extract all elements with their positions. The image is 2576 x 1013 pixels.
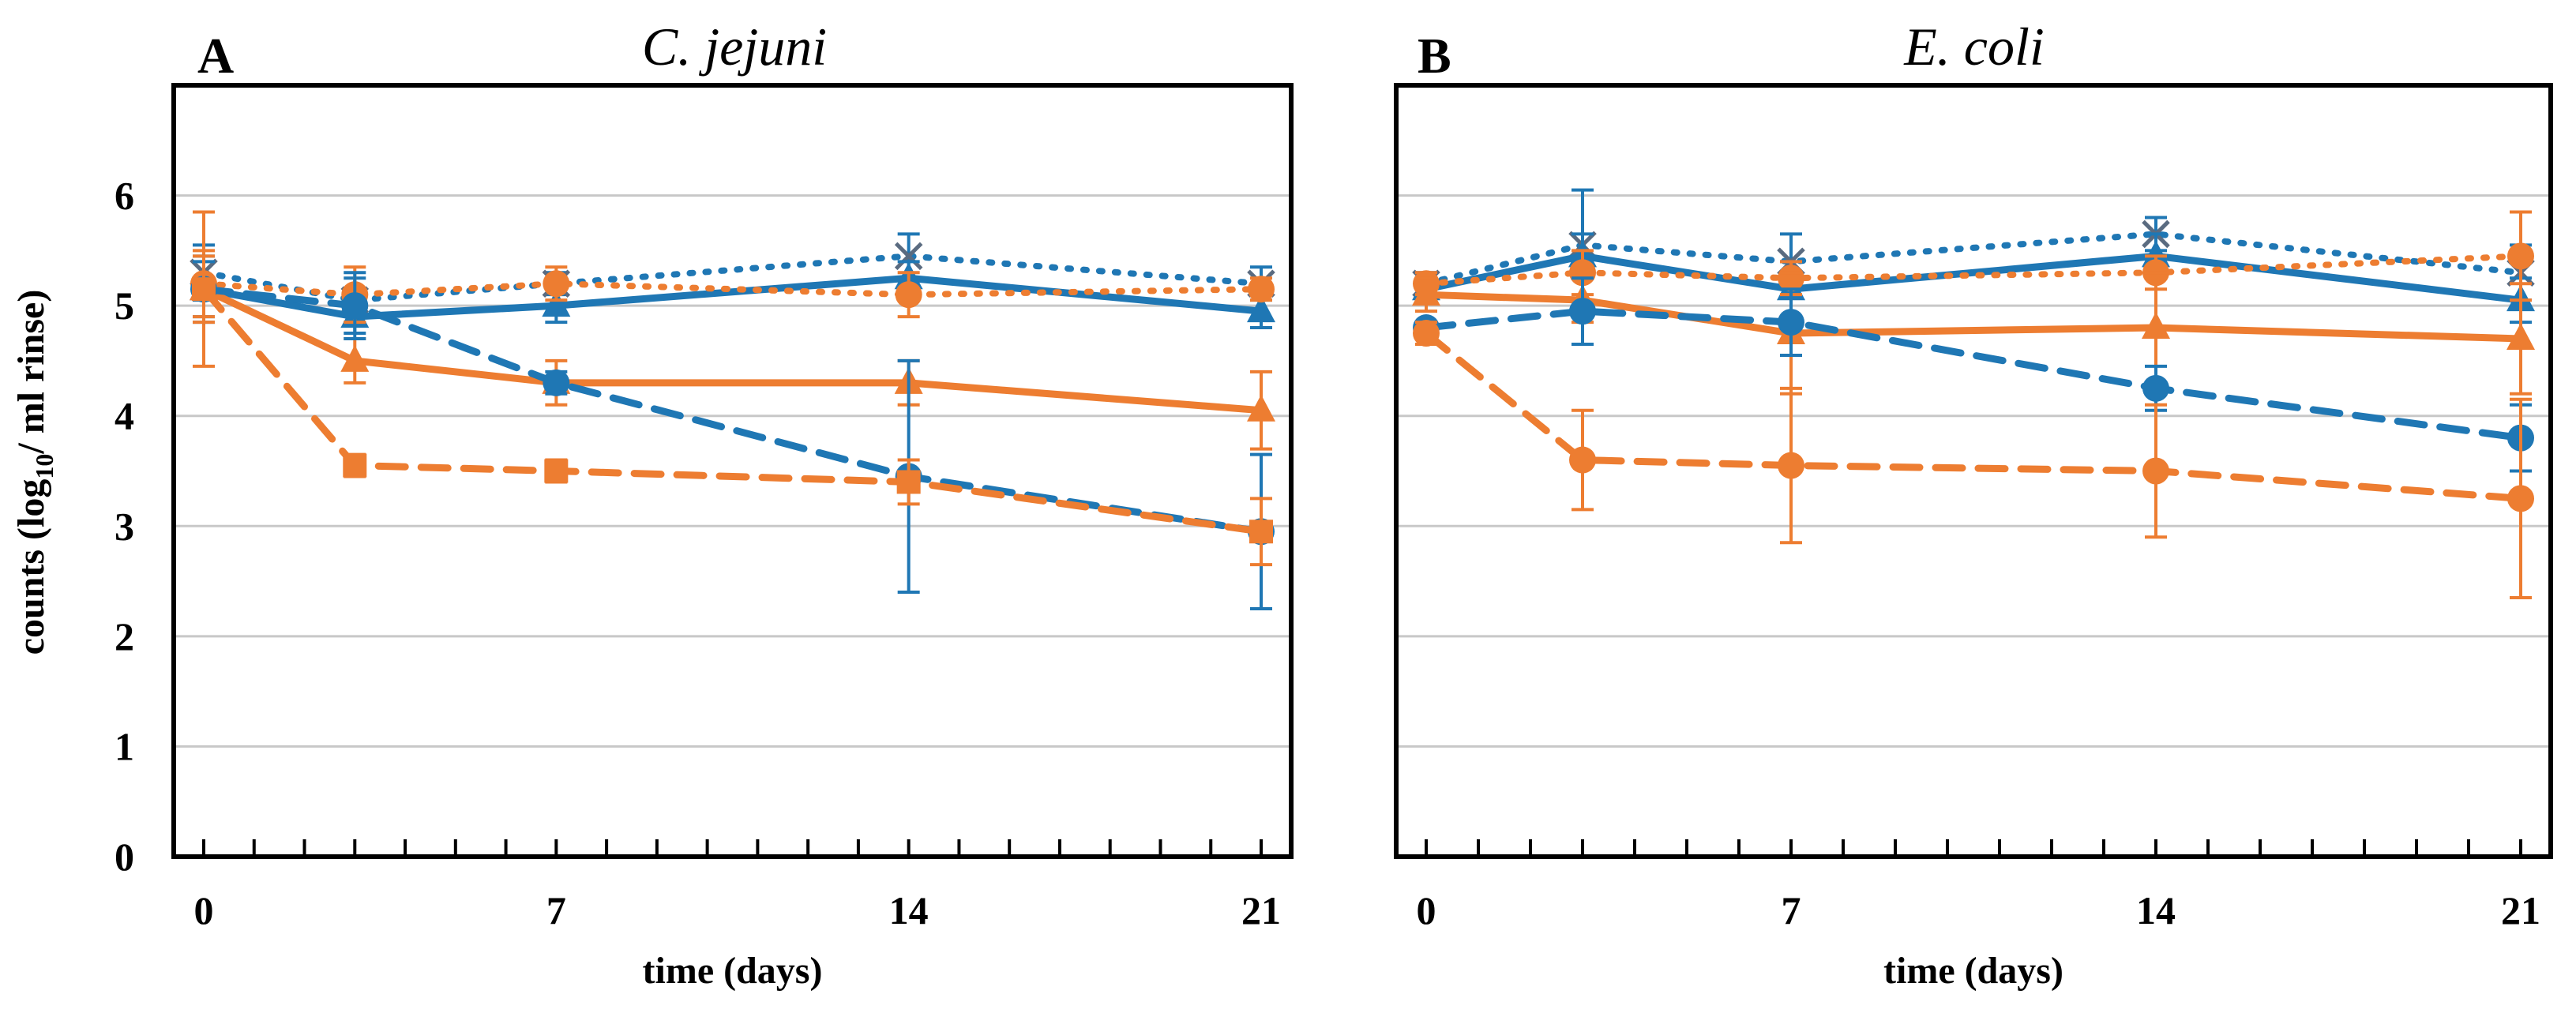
panel-b-data-point: [1778, 309, 1804, 336]
panel-a-data-point: [340, 344, 370, 372]
panel-a-data-point: [542, 290, 571, 317]
panel-a-data-point: [543, 270, 570, 298]
y-axis-title-subscript: 10: [30, 454, 58, 479]
panel-a-series-blue-dashed-circle: [190, 254, 1275, 610]
panel-a-data-point: [1247, 394, 1275, 422]
panel-a-y-tick-label: 2: [115, 614, 134, 658]
panel-a: A C. jejuni 0 1 2 3 4 5 6 0 7 14 21 time (days): [115, 17, 1294, 992]
panel-a-data-point: [896, 470, 921, 494]
panel-b-data-point: [2142, 312, 2170, 340]
panel-b-series-line: [1423, 231, 2524, 287]
panel-b-series-orange-solid-triangle: [1412, 271, 2535, 396]
panel-a-data-point: [1247, 295, 1275, 323]
panel-a-y-tick-label: 6: [115, 174, 134, 218]
panel-b-data-point: [1778, 452, 1804, 479]
panel-b-x-tick-label: 7: [1782, 888, 1801, 932]
panel-b-data-point: [2507, 242, 2534, 270]
panel-a-letter: A: [197, 28, 234, 84]
panel-a-y-tick-label: 0: [115, 835, 134, 879]
panel-a-x-axis-title: time (days): [643, 950, 823, 992]
panel-a-data-point: [1249, 520, 1273, 544]
panel-a-data-point: [543, 369, 570, 396]
panel-b-title: E. coli: [1903, 17, 2045, 77]
panel-a-x-tick-label: 7: [546, 888, 566, 932]
panel-b-x-axis-title: time (days): [1883, 950, 2063, 992]
panel-a-x-tick-label: 0: [194, 888, 214, 932]
panel-a-series-line: [201, 253, 1264, 304]
panel-b-x-tick-label: 0: [1417, 888, 1436, 932]
panel-b-data-point: [1569, 446, 1596, 474]
panel-b-data-point: [2142, 457, 2169, 485]
panel-a-y-tick-label: 3: [115, 504, 134, 548]
panel-b-data-point: [1569, 298, 1596, 325]
panel-a-gridlines: [174, 194, 1291, 748]
panel-b-data-point: [2507, 323, 2535, 351]
panel-a-frame: [171, 83, 1294, 859]
panel-b-data-point: [1412, 279, 1440, 306]
panel-a-data-point: [341, 292, 369, 320]
panel-b-x-tick-labels: 0 7 14 21: [1417, 839, 2540, 932]
panel-b-gridlines: [1396, 194, 2551, 748]
panel-a-data-point: [894, 242, 923, 271]
panel-b-data-point: [2142, 374, 2169, 402]
panel-a-data-point: [343, 453, 367, 478]
panel-b: B E. coli 0 7 14 21 time (days): [1394, 17, 2553, 992]
panel-a-x-tick-label: 21: [1241, 888, 1281, 932]
panel-a-y-tick-label: 4: [115, 394, 134, 438]
panel-a-x-tick-label: 14: [889, 888, 929, 932]
panel-b-series: [1412, 188, 2535, 600]
panel-a-series-orange-solid-triangle: [190, 210, 1275, 451]
y-axis-title-rest: / ml rinse): [10, 290, 52, 455]
panel-b-data-point: [2142, 240, 2170, 268]
panel-a-title: C. jejuni: [642, 17, 827, 77]
svg-text:counts (log10/ ml rinse): counts (log10/ ml rinse): [10, 290, 58, 655]
panel-b-series-orange-dashed-circle: [1413, 320, 2534, 600]
panel-b-letter: B: [1418, 28, 1451, 84]
panel-a-data-point: [1248, 276, 1275, 303]
panel-a-series-orange-dashed-square: [192, 254, 1273, 567]
panel-a-y-tick-label: 1: [115, 724, 134, 768]
panel-a-data-point: [895, 281, 922, 309]
panel-b-frame: [1394, 83, 2553, 859]
panel-b-x-tick-label: 14: [2136, 888, 2176, 932]
panel-a-x-tick-labels: 0 7 14 21: [194, 839, 1281, 932]
panel-b-data-point: [2507, 485, 2534, 512]
panel-a-data-point: [192, 277, 216, 302]
panel-a-y-tick-label: 5: [115, 283, 134, 328]
panel-a-series: [190, 210, 1275, 610]
y-axis-title: counts (log10/ ml rinse): [10, 290, 58, 655]
panel-b-data-point: [1413, 320, 1440, 347]
panel-a-y-tick-labels: 0 1 2 3 4 5 6: [115, 174, 134, 879]
y-axis-title-main: counts (log: [10, 479, 52, 655]
panel-a-data-point: [544, 459, 569, 483]
panel-b-x-tick-label: 21: [2501, 888, 2540, 932]
